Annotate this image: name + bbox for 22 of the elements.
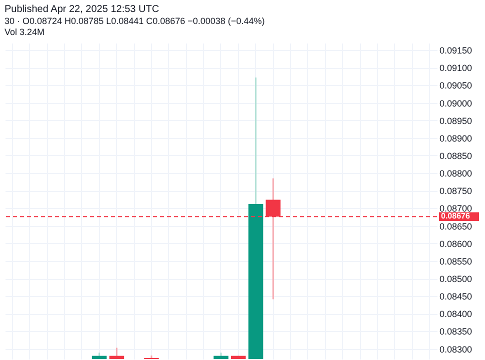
y-tick-label: 0.08550	[440, 256, 472, 266]
y-tick-label: 0.08400	[440, 309, 472, 320]
y-tick-label: 0.09050	[440, 80, 472, 91]
chart-subtitle: 30 · O0.08724 H0.08785 L0.08441 C0.08676 −0.00038 (−0.44%)	[4, 16, 265, 26]
ref-line-label: 0.08676	[441, 212, 470, 221]
y-tick-label: 0.08850	[440, 150, 472, 161]
y-tick-label: 0.08700	[440, 204, 472, 214]
y-tick-label: 0.08450	[440, 292, 472, 302]
y-tick-label: 0.08800	[440, 168, 472, 179]
y-tick-label: 0.08600	[440, 238, 472, 249]
y-tick-label: 0.09150	[440, 46, 472, 56]
y-tick-label: 0.08300	[440, 344, 472, 354]
chart-title: Published Apr 22, 2025 12:53 UTC	[4, 4, 160, 15]
y-tick-label: 0.09000	[440, 98, 472, 108]
y-tick-label: 0.08350	[440, 326, 472, 337]
y-tick-label: 0.08750	[440, 186, 472, 196]
y-tick-label: 0.09100	[440, 63, 472, 74]
y-tick-label: 0.08900	[440, 133, 472, 144]
y-tick-label: 0.08950	[440, 116, 472, 126]
y-tick-label: 0.08500	[440, 274, 472, 284]
y-tick-label: 0.08650	[440, 221, 472, 232]
text: Vol 3.24M	[4, 27, 45, 37]
